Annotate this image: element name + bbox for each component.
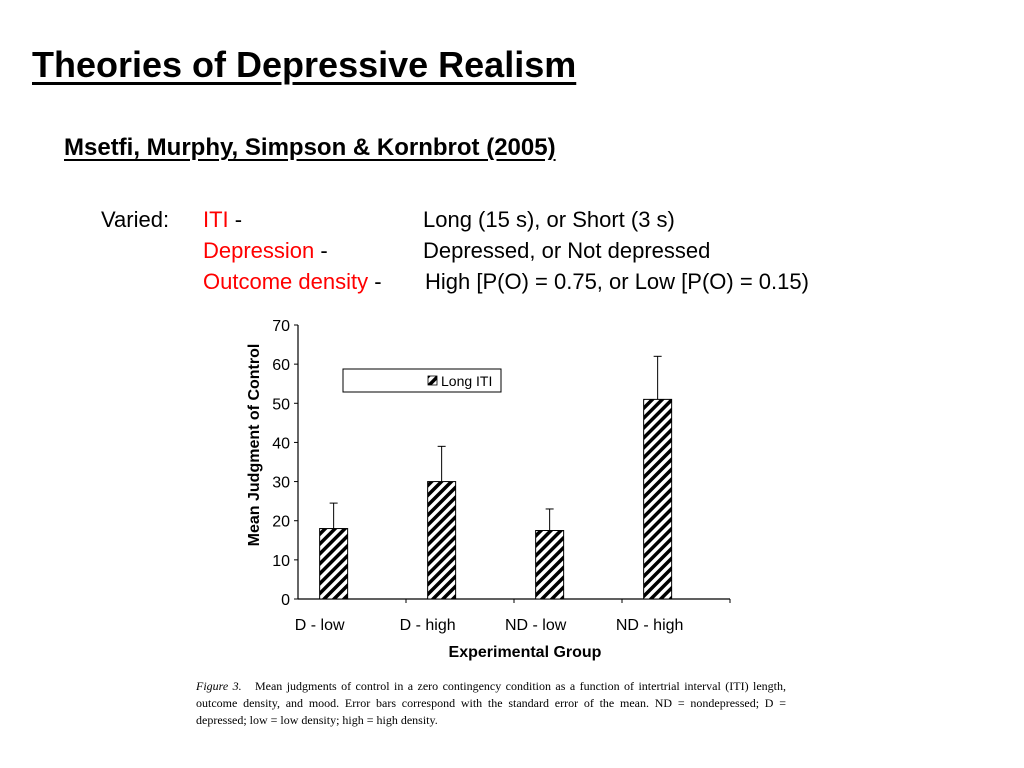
variable-separator: -: [368, 269, 382, 294]
legend-label: Long ITI: [441, 373, 492, 389]
figure-label: Figure 3.: [196, 679, 242, 693]
study-citation: Msetfi, Murphy, Simpson & Kornbrot (2005…: [64, 134, 556, 161]
slide-title: Theories of Depressive Realism: [32, 44, 577, 85]
variable-name: ITI: [203, 207, 229, 232]
variable-value: Depressed, or Not depressed: [423, 238, 711, 263]
figure-caption: Figure 3. Mean judgments of control in a…: [196, 678, 786, 729]
x-category-label: ND - low: [505, 617, 567, 634]
variable-outcome-density: Outcome density -: [203, 269, 382, 295]
y-tick-label: 60: [272, 357, 290, 374]
x-category-label: ND - high: [616, 617, 684, 634]
y-tick-label: 40: [272, 435, 290, 452]
caption-text: Mean judgments of control in a zero cont…: [196, 679, 787, 727]
variable-separator: -: [228, 207, 243, 232]
x-axis-title: Experimental Group: [449, 644, 602, 661]
x-category-label: D - high: [400, 617, 456, 634]
y-tick-label: 0: [281, 592, 290, 609]
x-category-label: D - low: [295, 617, 345, 634]
bar-d-low: [319, 528, 349, 600]
variable-name: Outcome density: [203, 269, 369, 294]
legend-swatch: [427, 375, 438, 386]
variable-depression: Depression -: [203, 238, 328, 264]
varied-label: Varied:: [101, 207, 170, 232]
y-tick-label: 30: [272, 475, 290, 492]
y-tick-label: 10: [272, 553, 290, 570]
variable-iti: ITI -: [203, 207, 242, 233]
variable-value: Long (15 s), or Short (3 s): [423, 207, 675, 232]
bar-nd-high: [643, 398, 673, 600]
bar-d-high: [427, 481, 457, 600]
variable-value: High [P(O) = 0.75, or Low [P(O) = 0.15): [425, 269, 809, 294]
y-axis-title: Mean Judgment of Control: [246, 344, 263, 547]
y-tick-label: 20: [272, 514, 290, 531]
variable-separator: -: [314, 238, 328, 263]
chart-labels: 0 10 20 30 40 50 60 70 D - low D - high ND - low ND…: [246, 318, 683, 661]
y-tick-label: 70: [272, 318, 290, 335]
legend-box: [342, 368, 502, 393]
y-tick-label: 50: [272, 396, 290, 413]
chart-bars: [319, 355, 673, 600]
bar-nd-low: [535, 530, 565, 600]
variable-name: Depression: [203, 238, 315, 263]
